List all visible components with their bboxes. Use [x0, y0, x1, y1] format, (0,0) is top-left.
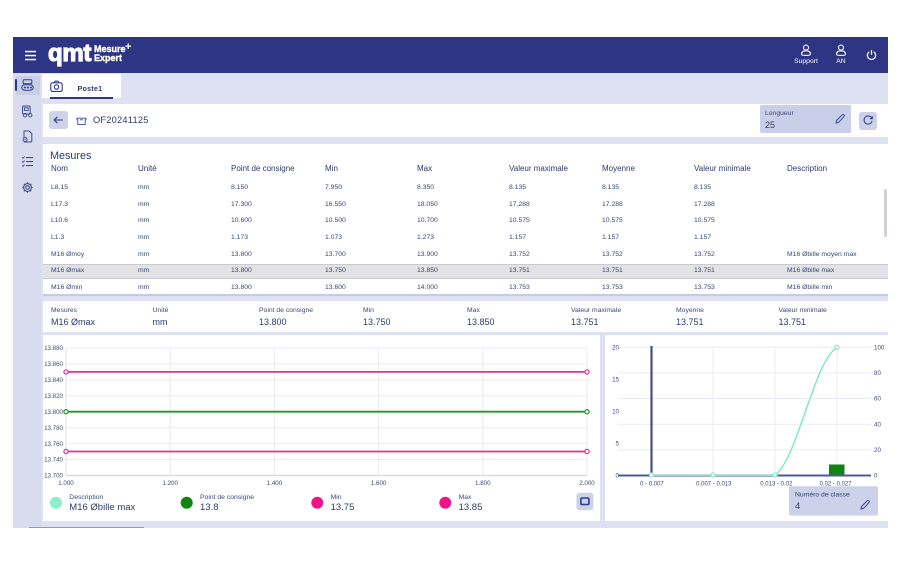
- svg-text:13.740: 13.740: [44, 457, 63, 464]
- svg-text:80: 80: [874, 370, 881, 377]
- svg-text:13.760: 13.760: [44, 441, 63, 448]
- svg-text:1.600: 1.600: [371, 480, 387, 487]
- svg-text:13.820: 13.820: [44, 393, 63, 400]
- svg-text:10: 10: [612, 409, 619, 416]
- svg-text:100: 100: [874, 344, 885, 351]
- svg-text:M16 Øbille max: M16 Øbille max: [69, 502, 135, 513]
- svg-text:13.700: 13.700: [44, 473, 63, 480]
- svg-text:20: 20: [874, 447, 881, 454]
- svg-text:1.800: 1.800: [475, 480, 491, 487]
- svg-text:15: 15: [612, 377, 619, 384]
- svg-text:0.013 - 0.02: 0.013 - 0.02: [760, 482, 793, 488]
- svg-text:13.840: 13.840: [44, 377, 63, 384]
- svg-text:Point de consigne: Point de consigne: [200, 494, 254, 501]
- svg-text:60: 60: [874, 396, 881, 403]
- svg-text:Min: Min: [331, 494, 342, 501]
- svg-text:5: 5: [616, 441, 620, 448]
- svg-text:13.85: 13.85: [459, 502, 483, 513]
- svg-text:0: 0: [616, 473, 620, 480]
- svg-text:13.860: 13.860: [44, 361, 63, 368]
- svg-text:13.800: 13.800: [44, 409, 63, 416]
- svg-text:1.000: 1.000: [58, 480, 74, 487]
- svg-text:0.02 - 0.027: 0.02 - 0.027: [820, 482, 853, 488]
- svg-text:Numéro de classe: Numéro de classe: [795, 492, 850, 499]
- svg-text:13.8: 13.8: [200, 502, 219, 513]
- svg-text:20: 20: [612, 344, 619, 351]
- svg-text:1.200: 1.200: [162, 480, 178, 487]
- svg-text:13.880: 13.880: [44, 345, 63, 352]
- svg-text:13.75: 13.75: [331, 502, 355, 513]
- svg-text:1.400: 1.400: [267, 480, 283, 487]
- svg-text:Description: Description: [69, 494, 103, 501]
- svg-text:0: 0: [874, 473, 878, 480]
- svg-text:2.000: 2.000: [579, 480, 595, 487]
- svg-text:Max: Max: [459, 494, 472, 501]
- svg-text:40: 40: [874, 421, 881, 428]
- svg-text:0 - 0.007: 0 - 0.007: [640, 482, 664, 488]
- svg-text:0.007 - 0.013: 0.007 - 0.013: [696, 482, 732, 488]
- svg-text:13.780: 13.780: [44, 425, 63, 432]
- svg-text:4: 4: [795, 501, 800, 512]
